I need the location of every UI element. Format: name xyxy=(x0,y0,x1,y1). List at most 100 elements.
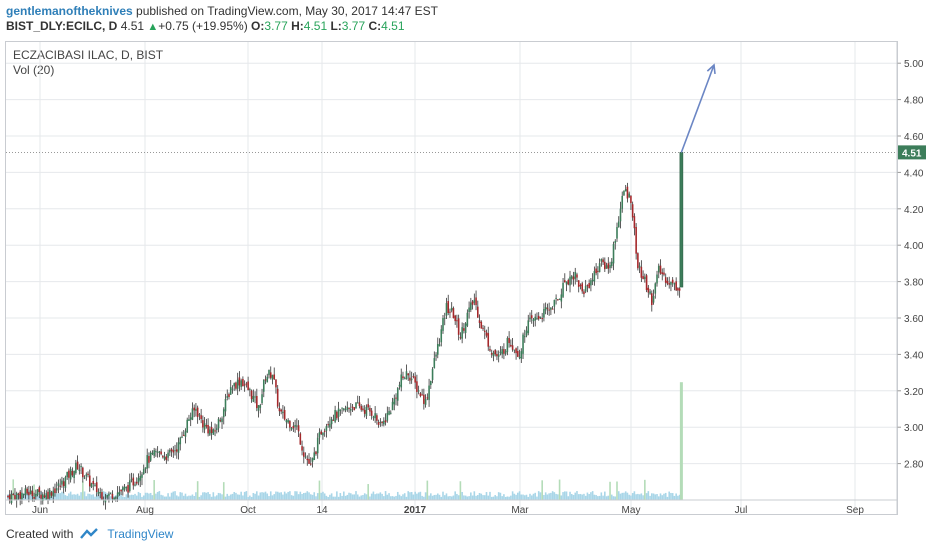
volume-bar xyxy=(341,495,343,500)
candle-body xyxy=(668,283,670,285)
candle-body xyxy=(497,354,500,357)
candle-body xyxy=(80,466,82,468)
volume-bar xyxy=(551,491,554,500)
candle-body xyxy=(570,276,573,279)
candle-body xyxy=(64,477,67,488)
volume-bar xyxy=(654,494,657,500)
candle-body xyxy=(134,484,136,486)
candle-body xyxy=(71,470,74,476)
volume-legend: Vol (20) xyxy=(13,63,55,77)
volume-bar xyxy=(473,491,476,500)
candle-body xyxy=(179,437,182,445)
candle-body xyxy=(290,427,293,430)
candle-body xyxy=(311,458,314,462)
volume-bar xyxy=(480,493,483,500)
volume-bar xyxy=(424,492,427,500)
volume-bar xyxy=(351,494,354,500)
last-price-tag xyxy=(898,145,926,160)
candle-body xyxy=(304,456,307,458)
tradingview-brand[interactable]: TradingView xyxy=(107,527,174,541)
volume-bar xyxy=(222,482,225,500)
volume-bar xyxy=(442,491,444,500)
volume-bar xyxy=(142,495,145,500)
candle-body xyxy=(490,353,493,355)
candle-body xyxy=(588,283,590,289)
candle-body xyxy=(245,383,248,385)
candle-body xyxy=(496,353,498,357)
volume-bar xyxy=(360,495,363,500)
candle-body xyxy=(160,451,162,455)
candle-body xyxy=(579,285,582,287)
candle-body xyxy=(48,489,51,499)
candle-body xyxy=(282,411,284,414)
volume-bar xyxy=(130,494,133,500)
candle-body xyxy=(313,452,316,460)
candle-body xyxy=(461,327,463,339)
candle-body xyxy=(229,387,232,395)
volume-bar xyxy=(278,492,281,500)
volume-bar xyxy=(125,494,128,500)
candle-body xyxy=(483,330,486,332)
volume-bar xyxy=(673,495,676,500)
volume-bar xyxy=(602,495,604,500)
candle-body xyxy=(621,195,624,209)
candle-body xyxy=(337,408,340,417)
candle-body xyxy=(132,477,135,486)
candle-body xyxy=(349,409,352,411)
candle-body xyxy=(384,420,387,423)
candle-body xyxy=(464,323,467,333)
candle-body xyxy=(78,469,81,471)
candle-body xyxy=(240,380,242,387)
volume-bar xyxy=(221,494,223,500)
volume-bar xyxy=(82,481,84,500)
candle-body xyxy=(548,309,550,311)
volume-bar xyxy=(297,494,300,500)
volume-bar xyxy=(320,492,322,500)
candle-body xyxy=(424,398,427,405)
volume-bar xyxy=(605,496,608,500)
volume-bar xyxy=(431,495,434,500)
candle-body xyxy=(334,409,336,422)
volume-bar xyxy=(266,493,269,500)
candle-body xyxy=(184,431,187,437)
volume-bar xyxy=(90,494,93,500)
candle-body xyxy=(249,389,251,391)
volume-bar xyxy=(440,496,443,500)
candle-body xyxy=(506,338,509,352)
volume-bar xyxy=(421,495,423,500)
candle-body xyxy=(631,204,634,218)
candle-body xyxy=(294,425,296,427)
candle-body xyxy=(235,382,237,389)
volume-bar xyxy=(661,495,664,500)
volume-bar xyxy=(313,492,316,500)
candle-body xyxy=(221,418,223,422)
volume-bar xyxy=(170,492,173,500)
volume-bar xyxy=(678,494,681,500)
candle-body xyxy=(651,293,653,306)
candle-body xyxy=(182,434,185,436)
x-tick-label: Mar xyxy=(511,505,529,516)
candle-body xyxy=(586,285,589,287)
volume-bar xyxy=(200,495,202,500)
volume-bar xyxy=(574,492,577,500)
candle-body xyxy=(591,279,594,282)
candle-body xyxy=(69,469,72,480)
candle-body xyxy=(644,276,646,279)
volume-bar xyxy=(548,493,550,500)
volume-bar xyxy=(59,493,61,500)
symbol-info: BIST_DLY:ECILC, D 4.51 ▲+0.75 (+19.95%) … xyxy=(6,19,405,33)
candle-body xyxy=(193,407,195,411)
candle-body xyxy=(515,348,517,354)
volume-bar xyxy=(379,492,382,500)
y-tick-label: 2.80 xyxy=(904,460,924,471)
author-link[interactable]: gentlemanoftheknives xyxy=(6,4,133,18)
candle-body xyxy=(527,320,530,334)
volume-bar xyxy=(57,493,60,500)
volume-bar xyxy=(50,496,53,500)
candle-body xyxy=(113,497,115,500)
volume-bar xyxy=(517,492,519,500)
volume-bar xyxy=(670,492,672,500)
volume-bar xyxy=(527,496,530,500)
candle-body xyxy=(416,381,418,392)
